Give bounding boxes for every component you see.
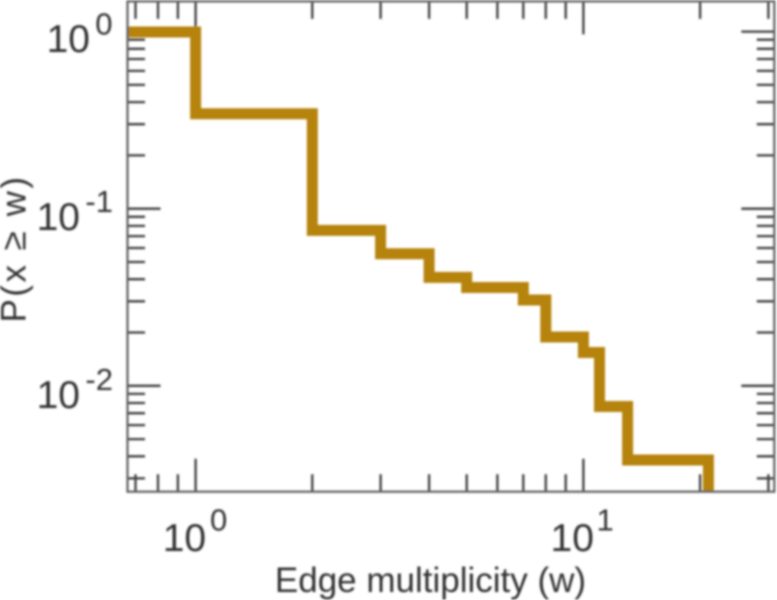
svg-text:10: 10 (37, 374, 80, 417)
svg-text:Edge multiplicity (w): Edge multiplicity (w) (275, 561, 586, 600)
svg-text:10: 10 (551, 517, 594, 560)
svg-text:-2: -2 (85, 362, 113, 397)
svg-text:P(x ≥ w): P(x ≥ w) (0, 174, 34, 322)
svg-text:10: 10 (163, 517, 206, 560)
svg-text:0: 0 (95, 7, 112, 42)
svg-text:10: 10 (47, 18, 90, 61)
svg-text:-1: -1 (85, 184, 113, 219)
svg-text:1: 1 (597, 503, 614, 538)
svg-text:10: 10 (37, 196, 80, 239)
svg-text:0: 0 (210, 503, 227, 538)
